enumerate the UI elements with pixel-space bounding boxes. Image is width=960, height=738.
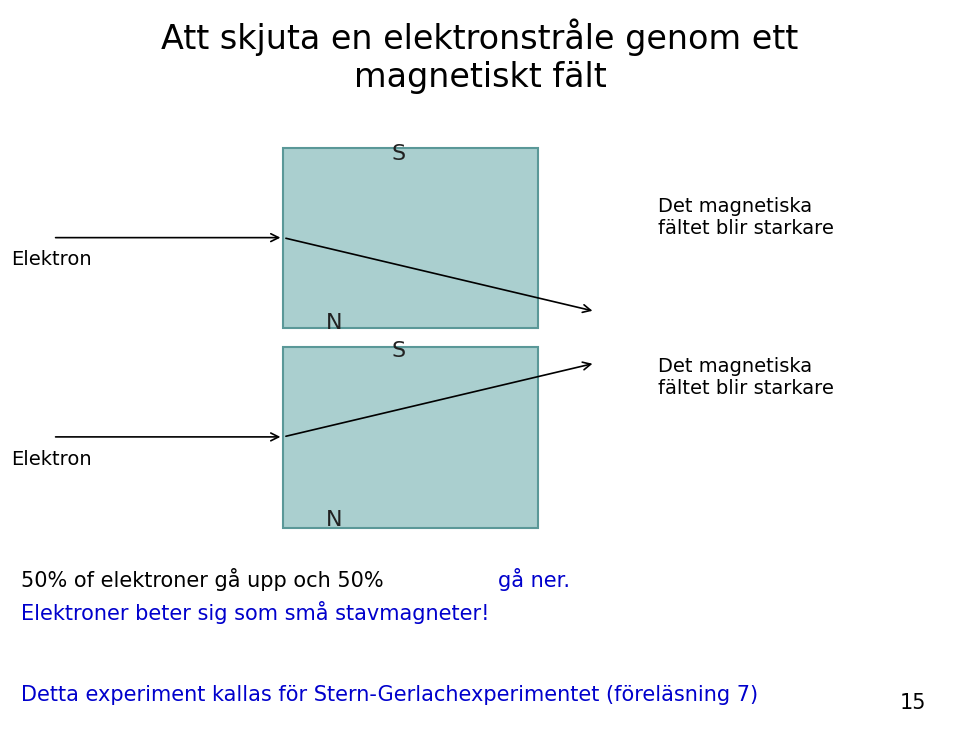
Text: Elektron: Elektron [12,250,92,269]
Text: Det magnetiska
fältet blir starkare: Det magnetiska fältet blir starkare [658,357,833,399]
Bar [283,148,538,328]
Bar [283,347,538,528]
Text: 15: 15 [900,692,926,713]
Text: Elektron: Elektron [12,449,92,469]
Text: N: N [325,312,343,333]
Text: N: N [325,510,343,531]
Text: 50% of elektroner gå upp och 50%: 50% of elektroner gå upp och 50% [21,568,391,591]
Text: Detta experiment kallas för Stern-Gerlachexperimentet (föreläsning 7): Detta experiment kallas för Stern-Gerlac… [21,685,758,706]
Text: gå ner.: gå ner. [497,568,569,591]
Text: S: S [392,143,405,164]
Text: Det magnetiska
fältet blir starkare: Det magnetiska fältet blir starkare [658,197,833,238]
Text: Elektroner beter sig som små stavmagneter!: Elektroner beter sig som små stavmagnete… [21,601,490,624]
Text: Att skjuta en elektronstråle genom ett
magnetiskt fält: Att skjuta en elektronstråle genom ett m… [161,18,799,94]
Text: S: S [392,340,405,361]
